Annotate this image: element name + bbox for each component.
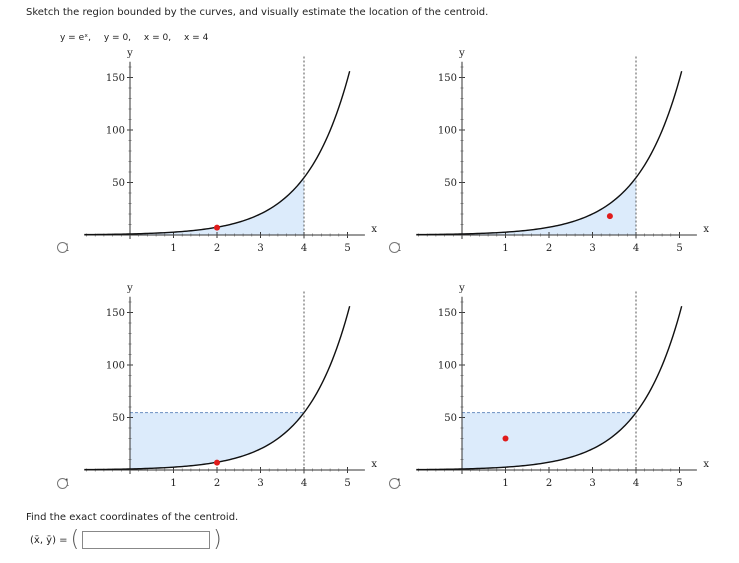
x-tick-label: 5 — [344, 478, 350, 489]
x-tick-label: 1 — [170, 243, 176, 254]
y-tick-label: 100 — [438, 361, 457, 372]
curve-4: x = 4 — [183, 33, 209, 43]
x-tick-label: 5 — [676, 478, 682, 489]
centroid-label: (x̄, ȳ) = — [30, 534, 68, 546]
shaded-region — [462, 177, 636, 235]
shaded-region — [130, 177, 304, 235]
close-paren: ) — [213, 527, 222, 552]
y-tick-label: 100 — [106, 361, 125, 372]
shaded-region — [462, 412, 636, 469]
radio-option-2[interactable] — [389, 242, 400, 253]
radio-option-3[interactable] — [57, 478, 68, 489]
x-tick-label: 1 — [170, 478, 176, 489]
y-tick-label: 50 — [444, 178, 457, 189]
x-tick-label: 3 — [257, 478, 263, 489]
shaded-region — [130, 412, 304, 469]
curve-exp — [416, 70, 683, 236]
curve-exp — [84, 70, 351, 236]
centroid-input[interactable] — [82, 531, 211, 549]
y-tick-label: 150 — [438, 73, 457, 84]
x-tick-label: 3 — [589, 478, 595, 489]
open-paren: ( — [70, 527, 80, 552]
y-tick-label: 50 — [112, 413, 125, 424]
curve-2: y = 0, — [103, 33, 132, 43]
x-tick-label: 2 — [546, 243, 552, 254]
curve-1: y = eˣ, — [60, 33, 91, 43]
x-tick-label: 3 — [257, 243, 263, 254]
x-tick-label: 4 — [633, 478, 639, 489]
x-tick-label: 4 — [633, 243, 639, 254]
centroid-point — [214, 224, 220, 231]
curve-3: x = 0, — [143, 33, 172, 43]
curve-list: y = eˣ, y = 0, x = 0, x = 4 — [60, 33, 218, 43]
find-text: Find the exact coordinates of the centro… — [26, 512, 239, 523]
radio-option-4[interactable] — [389, 478, 400, 489]
x-tick-label: 1 — [502, 478, 508, 489]
y-tick-label: 100 — [106, 126, 125, 137]
x-axis-label: x — [703, 459, 709, 470]
x-tick-label: 3 — [589, 243, 595, 254]
answer-row: (x̄, ȳ) = ( ) — [30, 527, 222, 552]
y-axis-label: y — [458, 48, 465, 59]
y-tick-label: 50 — [112, 178, 125, 189]
y-axis-label: y — [126, 283, 133, 294]
y-tick-label: 150 — [106, 73, 125, 84]
x-tick-label: 2 — [546, 478, 552, 489]
x-tick-label: 4 — [301, 243, 307, 254]
x-tick-label: 4 — [301, 478, 307, 489]
x-tick-label: 2 — [214, 243, 220, 254]
radio-option-1[interactable] — [57, 242, 68, 253]
centroid-point — [214, 459, 220, 466]
y-tick-label: 100 — [438, 126, 457, 137]
curve-exp — [416, 305, 683, 471]
x-axis-label: x — [703, 224, 709, 235]
y-tick-label: 50 — [444, 413, 457, 424]
x-tick-label: 1 — [502, 243, 508, 254]
centroid-point — [502, 435, 509, 442]
x-tick-label: 5 — [676, 243, 682, 254]
x-tick-label: 2 — [214, 478, 220, 489]
y-tick-label: 150 — [106, 308, 125, 319]
x-axis-label: x — [371, 224, 377, 235]
y-tick-label: 150 — [438, 308, 457, 319]
y-axis-label: y — [126, 48, 133, 59]
x-tick-label: 5 — [344, 243, 350, 254]
question-text: Sketch the region bounded by the curves,… — [26, 7, 489, 18]
y-axis-label: y — [458, 283, 465, 294]
centroid-point — [606, 213, 613, 220]
x-axis-label: x — [371, 459, 377, 470]
